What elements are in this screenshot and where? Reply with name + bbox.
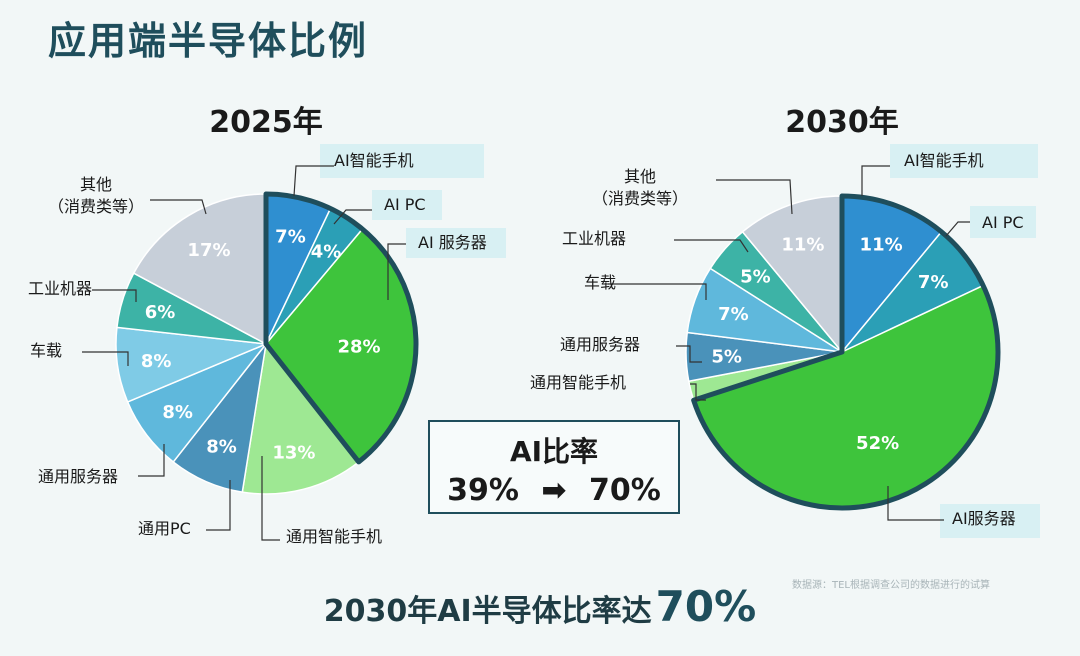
chart-1-label-box xyxy=(970,206,1036,238)
chart-1-leader-line xyxy=(861,165,890,196)
chart-0-leader-line xyxy=(138,444,165,477)
chart-1-category-label: AI智能手机 xyxy=(904,151,984,170)
chart-0-category-label: 通用服务器 xyxy=(38,467,118,486)
chart-1-value-label: 11% xyxy=(781,234,824,255)
chart-0-title: 2025年 xyxy=(209,105,323,140)
chart-0-leader-line xyxy=(261,456,280,541)
chart-1-leader-line xyxy=(608,283,707,300)
chart-1-leader-line xyxy=(945,221,970,237)
ai-ratio-title: AI比率 xyxy=(509,435,599,468)
chart-1-category-label: 工业机器 xyxy=(562,229,626,248)
chart-0-ai-outline xyxy=(263,191,419,465)
chart-1-leader-line xyxy=(716,179,793,215)
chart-1-value-label: 7% xyxy=(918,272,949,293)
chart-1-value-label: 5% xyxy=(711,347,742,368)
chart-1-category-label: 通用服务器 xyxy=(560,335,640,354)
chart-0-value-label: 8% xyxy=(162,402,193,423)
chart-1-category-label: 车载 xyxy=(584,273,616,292)
chart-0-leader-line xyxy=(206,480,231,531)
chart-1-category-label: AI PC xyxy=(982,213,1024,232)
chart-1-value-label: 7% xyxy=(718,304,749,325)
chart-0-label-box xyxy=(406,228,506,258)
chart-0-value-label: 8% xyxy=(141,351,172,372)
chart-0-leader-line xyxy=(82,351,129,366)
chart-0-slice xyxy=(241,342,360,495)
chart-1-leader-line xyxy=(676,345,702,363)
chart-0-label-box xyxy=(320,144,484,178)
chart-0-category-label: 通用PC xyxy=(138,519,191,538)
chart-1-label-box xyxy=(890,144,1038,178)
chart-0-value-label: 7% xyxy=(275,227,306,248)
chart-0-category-label: AI智能手机 xyxy=(334,151,414,170)
chart-1-category-label: 其他（消费类等） xyxy=(592,167,688,208)
chart-1-value-label: 11% xyxy=(860,234,903,255)
chart-1-leader-line xyxy=(690,383,706,401)
chart-0-leader-line xyxy=(92,289,137,302)
chart-0-category-label: 车载 xyxy=(30,341,62,360)
chart-0-label-box xyxy=(372,190,442,220)
chart-1-value-label: 5% xyxy=(740,267,771,288)
chart-1-slice xyxy=(741,195,843,355)
chart-1-label-box xyxy=(940,504,1040,538)
chart-0-category-label: AI 服务器 xyxy=(418,233,487,252)
ai-ratio-from: 39% xyxy=(447,473,519,508)
chart-0-category-label: 工业机器 xyxy=(28,279,92,298)
chart-0-value-label: 28% xyxy=(337,336,380,357)
chart-0-leader-line xyxy=(333,209,372,225)
chart-0-value-label: 13% xyxy=(272,442,315,463)
source-note: 数据源：TEL根据调查公司的数据进行的试算 xyxy=(792,580,990,591)
chart-1-value-label: 52% xyxy=(856,433,899,454)
chart-0-value-label: 4% xyxy=(311,242,342,263)
chart-1-ai-outline xyxy=(691,193,1001,511)
arrow-right-icon: ➡ xyxy=(541,473,567,508)
chart-0-slice xyxy=(132,193,267,346)
chart-1-category-label: 通用智能手机 xyxy=(530,373,626,392)
chart-0-leader-line xyxy=(293,165,334,197)
conclusion-text: 2030年AI半导体比率达70% xyxy=(0,582,1080,631)
ai-ratio-to: 70% xyxy=(589,473,661,508)
chart-0-category-label: 通用智能手机 xyxy=(286,527,382,546)
chart-0-value-label: 8% xyxy=(206,437,237,458)
chart-0-value-label: 17% xyxy=(187,240,230,261)
chart-0-category-label: 其他（消费类等） xyxy=(48,175,144,216)
chart-0-value-label: 6% xyxy=(145,302,176,323)
conclusion-highlight: 70% xyxy=(655,582,757,631)
page-title: 应用端半导体比例 xyxy=(48,19,369,63)
chart-0-leader-line xyxy=(150,199,207,215)
chart-0-category-label: AI PC xyxy=(384,195,426,214)
ai-ratio-box: AI比率 39% ➡ 70% xyxy=(428,420,680,514)
chart-1-leader-line xyxy=(674,239,749,253)
conclusion-main: 2030年AI半导体比率达 xyxy=(323,594,652,629)
chart-0-leader-line xyxy=(387,243,406,300)
ai-ratio-values: 39% ➡ 70% xyxy=(430,472,678,508)
chart-1-title: 2030年 xyxy=(785,105,899,140)
chart-1-category-label: AI服务器 xyxy=(952,509,1016,528)
chart-1-leader-line xyxy=(887,486,944,521)
